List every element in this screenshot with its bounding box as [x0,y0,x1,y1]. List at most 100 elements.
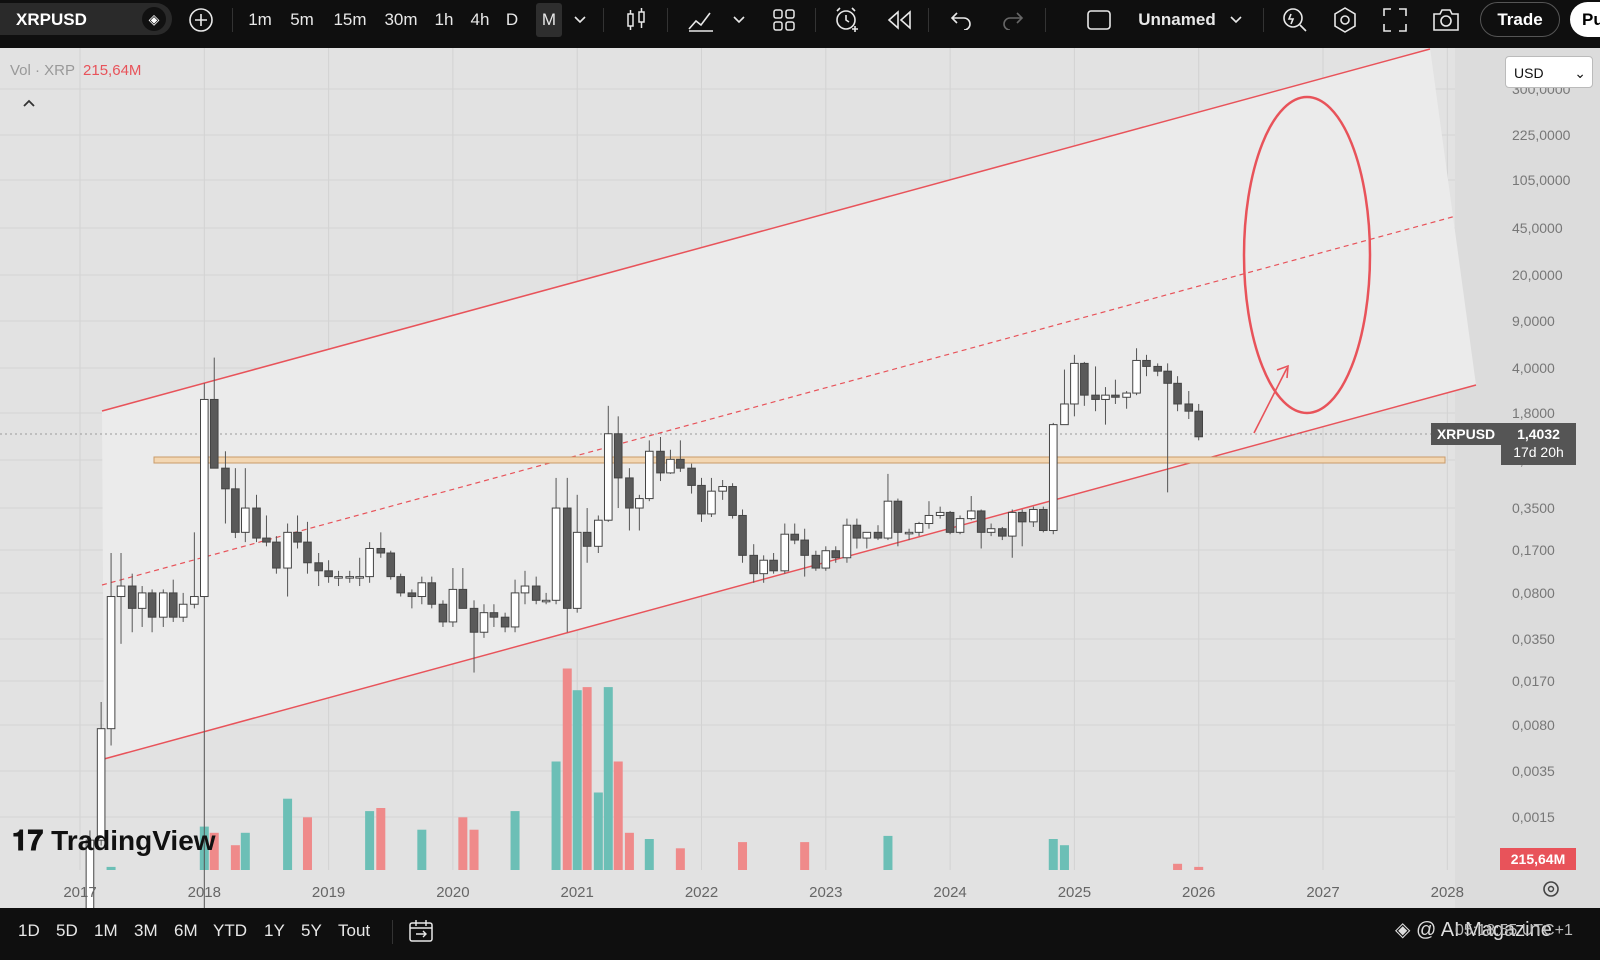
candle-body[interactable] [1101,394,1110,400]
candle-body[interactable] [862,531,872,539]
candle-body[interactable] [1017,511,1027,523]
candle-body[interactable] [790,533,800,541]
candle-body[interactable] [811,554,821,569]
candle-body[interactable] [531,585,541,601]
add-symbol-icon[interactable] [186,0,216,40]
candle-body[interactable] [945,511,955,533]
candle-body[interactable] [283,531,292,569]
candle-body[interactable] [582,531,592,547]
target-ellipse[interactable] [1242,95,1372,415]
currency-select[interactable]: USD ⌄ [1505,56,1593,88]
candle-body[interactable] [1163,370,1172,384]
candle-body[interactable] [489,612,499,618]
candle-body[interactable] [241,507,250,533]
interval-m[interactable]: M [536,3,562,37]
chart-pane[interactable]: 300,0000 225,0000 105,0000 45,0000 20,0000 9,… [0,48,1600,908]
candle-body[interactable] [1153,365,1162,372]
candle-body[interactable] [85,839,95,908]
settings-icon[interactable] [1330,0,1360,40]
range-1y[interactable]: 1Y [264,921,285,940]
candle-body[interactable] [603,433,613,521]
undo-icon[interactable] [948,0,974,40]
interval-1m[interactable]: 1m [248,10,272,29]
candle-body[interactable] [800,539,809,556]
candle-body[interactable] [955,518,965,533]
interval-5m[interactable]: 5m [290,10,314,29]
candle-body[interactable] [376,547,386,554]
interval-15m[interactable]: 15m [333,10,367,29]
candle-body[interactable] [644,450,654,500]
range-3m[interactable]: 3M [134,921,158,940]
range-1m[interactable]: 1M [94,921,118,940]
candle-body[interactable] [231,488,240,533]
candle-body[interactable] [986,528,996,533]
snapshot-icon[interactable] [1430,0,1462,40]
candle-body[interactable] [904,531,914,535]
candle-body[interactable] [417,582,427,598]
candle-body[interactable] [1091,394,1100,400]
candle-body[interactable] [697,484,706,515]
candle-body[interactable] [613,433,623,479]
candle-body[interactable] [168,592,178,618]
axis-settings-icon[interactable] [1543,881,1559,897]
date-range-icon[interactable] [408,908,434,953]
candle-body[interactable] [355,576,364,579]
candle-body[interactable] [687,467,696,486]
candle-body[interactable] [334,576,343,579]
candle-body[interactable] [386,552,396,578]
chevron-down-icon[interactable] [1228,0,1244,40]
price-chart[interactable]: 300,0000225,0000105,000045,000020,00009,… [0,48,1600,908]
candle-body[interactable] [1070,362,1079,405]
range-1d[interactable]: 1D [18,921,40,940]
layout-name[interactable]: Unnamed [1138,10,1216,29]
candle-body[interactable] [438,603,448,623]
candle-body[interactable] [200,398,209,598]
candle-body[interactable] [1132,359,1141,394]
candle-body[interactable] [749,554,759,575]
candle-body[interactable] [893,500,903,533]
candle-body[interactable] [966,510,976,520]
chevron-down-icon[interactable] [572,0,588,40]
symbol-search[interactable]: XRPUSD ◈ [0,3,172,35]
candle-body[interactable] [1142,359,1151,367]
candle-body[interactable] [365,547,374,578]
range-6m[interactable]: 6M [174,921,198,940]
candle-body[interactable] [479,612,489,633]
candle-body[interactable] [1039,508,1048,532]
candle-body[interactable] [769,559,778,572]
candle-body[interactable] [1173,382,1182,405]
candle-body[interactable] [137,592,147,609]
candle-body[interactable] [427,582,437,605]
utc-clock[interactable]: 05:18:55 UTC+1 [1455,922,1573,939]
redo-icon[interactable] [1000,0,1026,40]
candle-body[interactable] [106,596,116,730]
indicators-icon[interactable] [686,0,716,40]
range-all[interactable]: Tout [338,921,371,940]
candle-body[interactable] [510,592,520,628]
candle-body[interactable] [324,570,333,578]
candle-body[interactable] [676,458,685,469]
collapse-chevron-icon[interactable] [22,95,36,113]
candle-body[interactable] [1080,362,1089,396]
candle-body[interactable] [1111,394,1120,398]
candle-body[interactable] [551,507,561,601]
candle-body[interactable] [158,592,168,618]
candle-body[interactable] [458,588,468,609]
candle-body[interactable] [998,528,1007,537]
candle-body[interactable] [469,607,479,633]
candle-body[interactable] [728,486,737,516]
candle-body[interactable] [1007,511,1017,537]
range-5y[interactable]: 5Y [301,921,322,940]
candle-body[interactable] [635,498,644,509]
channel-upper-line[interactable] [101,48,1431,412]
range-ytd[interactable]: YTD [213,921,247,940]
candle-body[interactable] [272,541,281,569]
candle-body[interactable] [852,524,862,539]
interval-4h[interactable]: 4h [470,10,490,29]
candle-body[interactable] [1048,424,1058,532]
candle-body[interactable] [500,616,510,628]
candle-body[interactable] [178,603,188,618]
candle-body[interactable] [448,588,458,623]
candle-body[interactable] [209,398,219,469]
candle-body[interactable] [976,510,986,533]
